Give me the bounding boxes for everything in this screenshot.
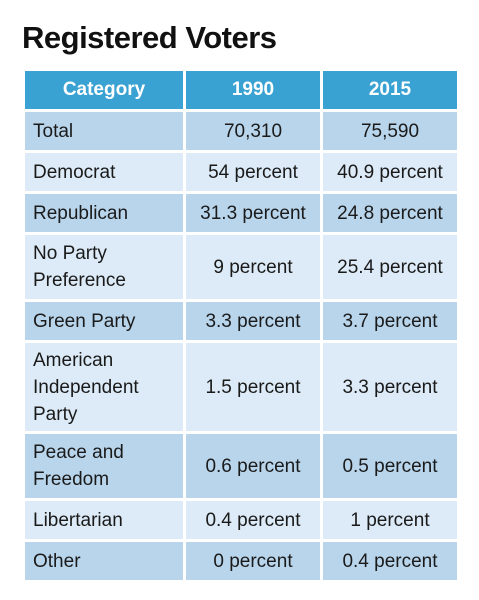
- value-2015-cell: 0.5 percent: [323, 434, 457, 498]
- value-2015-cell: 1 percent: [323, 501, 457, 539]
- category-cell: Other: [25, 542, 183, 580]
- chart-title: Registered Voters: [22, 20, 277, 55]
- category-cell: Total: [25, 112, 183, 150]
- value-1990-cell: 9 percent: [186, 235, 320, 299]
- value-1990-cell: 1.5 percent: [186, 343, 320, 431]
- header-row: Category 1990 2015: [25, 71, 457, 109]
- table-row: Green Party 3.3 percent 3.7 percent: [25, 302, 457, 340]
- table-row: Republican 31.3 percent 24.8 percent: [25, 194, 457, 232]
- value-1990-cell: 3.3 percent: [186, 302, 320, 340]
- value-1990-cell: 70,310: [186, 112, 320, 150]
- category-cell: No Party Preference: [25, 235, 183, 299]
- header-1990: 1990: [186, 71, 320, 109]
- value-2015-cell: 40.9 percent: [323, 153, 457, 191]
- category-cell: Libertarian: [25, 501, 183, 539]
- header-2015: 2015: [323, 71, 457, 109]
- table-row: Peace and Freedom 0.6 percent 0.5 percen…: [25, 434, 457, 498]
- table-row: No Party Preference 9 percent 25.4 perce…: [25, 235, 457, 299]
- value-2015-cell: 24.8 percent: [323, 194, 457, 232]
- category-cell: Republican: [25, 194, 183, 232]
- category-cell: Peace and Freedom: [25, 434, 183, 498]
- value-2015-cell: 75,590: [323, 112, 457, 150]
- header-category: Category: [25, 71, 183, 109]
- category-cell: Green Party: [25, 302, 183, 340]
- table-row: American Independent Party 1.5 percent 3…: [25, 343, 457, 431]
- category-cell: Democrat: [25, 153, 183, 191]
- voters-table: Category 1990 2015 Total 70,310 75,590 D…: [22, 68, 460, 583]
- table-row: Other 0 percent 0.4 percent: [25, 542, 457, 580]
- value-2015-cell: 0.4 percent: [323, 542, 457, 580]
- table-row: Total 70,310 75,590: [25, 112, 457, 150]
- value-2015-cell: 25.4 percent: [323, 235, 457, 299]
- category-cell: American Independent Party: [25, 343, 183, 431]
- value-1990-cell: 0.6 percent: [186, 434, 320, 498]
- value-1990-cell: 54 percent: [186, 153, 320, 191]
- table-row: Libertarian 0.4 percent 1 percent: [25, 501, 457, 539]
- table-row: Democrat 54 percent 40.9 percent: [25, 153, 457, 191]
- value-1990-cell: 0 percent: [186, 542, 320, 580]
- value-2015-cell: 3.3 percent: [323, 343, 457, 431]
- value-1990-cell: 0.4 percent: [186, 501, 320, 539]
- value-2015-cell: 3.7 percent: [323, 302, 457, 340]
- value-1990-cell: 31.3 percent: [186, 194, 320, 232]
